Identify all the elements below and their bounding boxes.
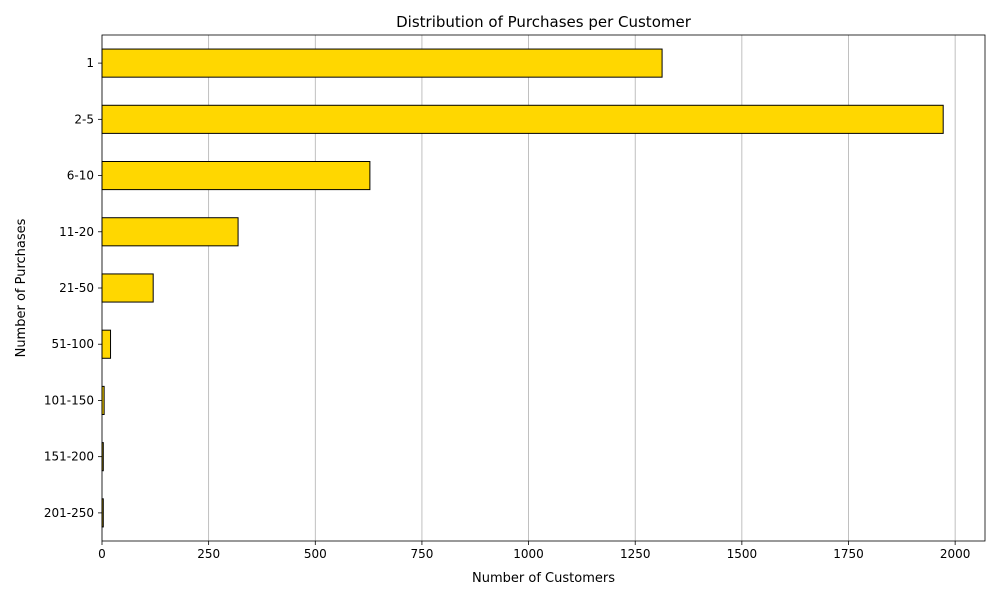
x-tick-label: 1500 — [727, 547, 758, 561]
x-tick-label: 0 — [98, 547, 106, 561]
y-tick-label: 51-100 — [51, 337, 94, 351]
x-axis-label: Number of Customers — [472, 571, 615, 586]
tick-layer: 0 250 500 750 1000 1250 1500 1750 2000 1 2-5 6-10 11… — [44, 56, 971, 561]
x-tick-label: 750 — [410, 547, 433, 561]
y-tick-label: 101-150 — [44, 393, 94, 407]
y-tick-label: 2-5 — [74, 112, 94, 126]
bar — [101, 48, 663, 78]
y-tick-label: 11-20 — [59, 225, 94, 239]
bar — [101, 161, 371, 191]
chart-title: Distribution of Purchases per Customer — [396, 13, 692, 31]
y-tick-label: 201-250 — [44, 506, 94, 520]
y-axis-label: Number of Purchases — [14, 218, 29, 357]
y-tick-label: 1 — [86, 56, 94, 70]
x-tick-label: 1000 — [513, 547, 544, 561]
x-tick-label: 1750 — [833, 547, 864, 561]
x-tick-label: 2000 — [940, 547, 971, 561]
x-tick-label: 1250 — [620, 547, 651, 561]
bar — [101, 104, 944, 134]
bar-layer — [101, 48, 944, 528]
y-tick-label: 6-10 — [67, 169, 94, 183]
y-tick-label: 151-200 — [44, 450, 94, 464]
bar — [101, 273, 154, 303]
x-tick-label: 250 — [197, 547, 220, 561]
y-tick-label: 21-50 — [59, 281, 94, 295]
bar — [101, 217, 239, 247]
x-tick-label: 500 — [304, 547, 327, 561]
bar — [101, 329, 112, 359]
